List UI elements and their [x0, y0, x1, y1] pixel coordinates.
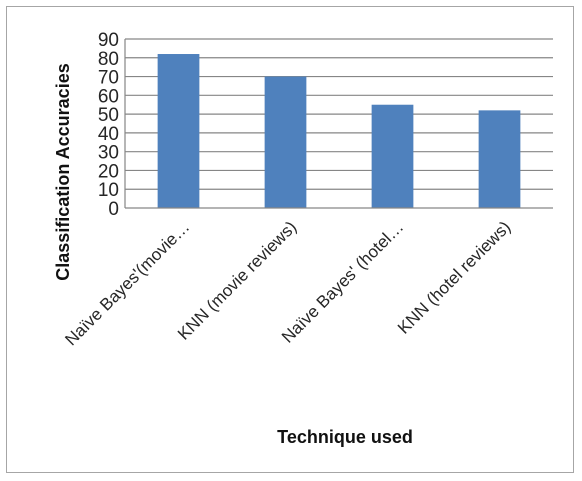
x-category-label: Naïve Bayes' (hotel…	[278, 217, 407, 346]
y-tick-label: 60	[98, 86, 119, 107]
y-tick-label: 50	[98, 105, 119, 126]
y-tick-label: 90	[98, 30, 119, 51]
x-category-label: KNN (hotel reviews)	[394, 217, 514, 337]
bars	[157, 54, 521, 209]
y-tick-label: 0	[108, 199, 119, 220]
y-tick-label: 40	[98, 124, 119, 145]
bar	[157, 54, 200, 209]
bar	[371, 104, 414, 208]
x-axis-title: Technique used	[277, 427, 413, 447]
y-tick-label: 10	[98, 180, 119, 201]
category-labels: Naïve Bayes'(movie…KNN (movie reviews)Na…	[61, 217, 514, 349]
y-tick-label: 70	[98, 68, 119, 89]
chart-frame: 0 10 20 30 40 50 60 70 80 90 Naïve Bayes'(movie… K…	[6, 6, 574, 473]
x-category-label: KNN (movie reviews)	[174, 217, 300, 343]
y-tick-label: 80	[98, 49, 119, 70]
bar	[264, 76, 307, 208]
y-tick-label: 30	[98, 143, 119, 164]
bar	[478, 110, 521, 208]
y-axis-title: Classification Accuracies	[53, 63, 73, 280]
y-tick-label: 20	[98, 161, 119, 182]
